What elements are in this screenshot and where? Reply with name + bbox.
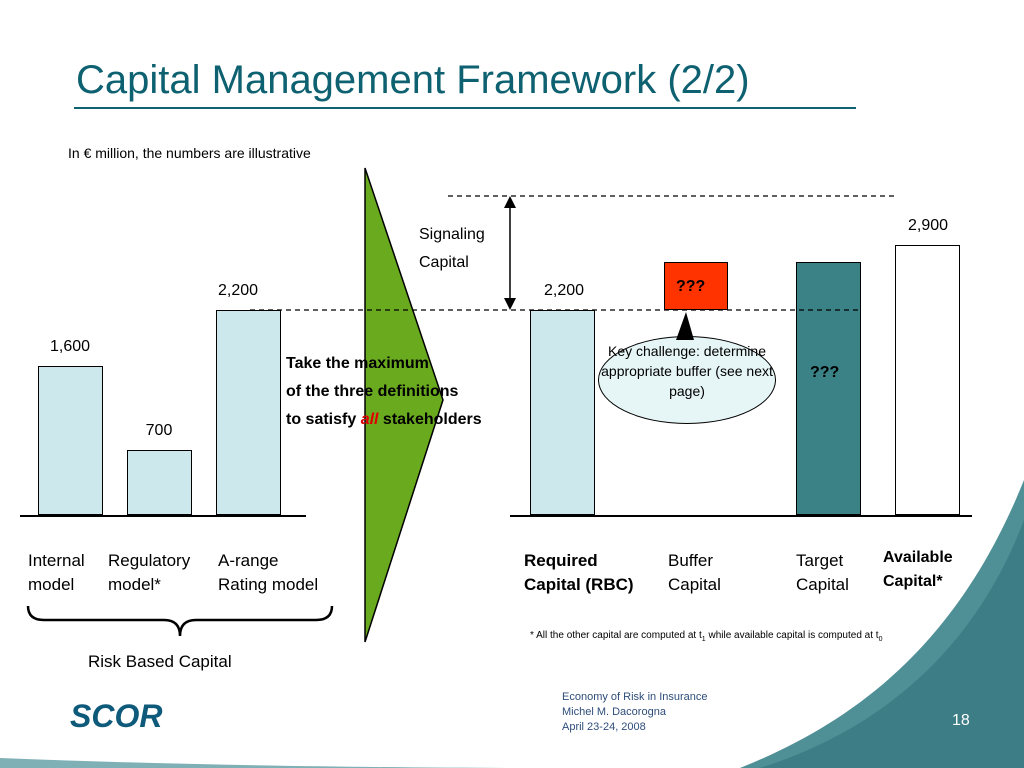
value-label-a-range: 2,200: [217, 282, 259, 299]
category-buffer-capital: Buffer Capital: [668, 549, 721, 597]
chart-subtitle: In € million, the numbers are illustrati…: [68, 145, 311, 161]
arrow-text-line3: to satisfy all stakeholders: [286, 411, 482, 429]
footnote-pre: * All the other capital are computed at …: [530, 630, 702, 641]
category-target-capital: Target Capital: [796, 549, 849, 597]
category-target-line2: Capital: [796, 575, 849, 594]
bar-regulatory-model: [127, 449, 192, 515]
footer-line1: Economy of Risk in Insurance: [562, 691, 708, 703]
key-challenge-text: Key challenge: determine appropriate buf…: [601, 343, 773, 399]
signaling-label-line1: Signaling: [419, 226, 485, 243]
bar-a-range-rating-model: [216, 310, 281, 515]
scor-logo-text: SCOR: [70, 698, 162, 734]
signaling-label-line2: Capital: [419, 254, 469, 271]
category-internal-model: Internal model: [28, 549, 85, 597]
value-label-regulatory: 700: [145, 421, 173, 439]
arrow-text-line3-pre: to satisfy: [286, 411, 361, 428]
value-label-internal: 1,600: [49, 337, 91, 355]
arrow-text-line3-post: stakeholders: [378, 411, 482, 428]
bar-internal-model: [38, 365, 103, 515]
footnote-mid: while available capital is computed at t: [705, 630, 879, 641]
category-regulatory-line1: Regulatory: [108, 551, 191, 570]
category-required-capital: Required Capital (RBC): [524, 549, 634, 597]
category-internal-line2: model: [28, 575, 75, 594]
arrow-text-line2: of the three definitions: [286, 383, 459, 400]
footer-info: Economy of Risk in Insurance Michel M. D…: [562, 690, 708, 735]
category-a-range-rating-model: A-range Rating model: [218, 549, 318, 597]
footer-line3: April 23-24, 2008: [562, 721, 646, 733]
category-a-range-line2: Rating model: [218, 575, 319, 594]
category-available-line1: Available: [883, 549, 953, 566]
category-available-capital: Available Capital*: [883, 546, 953, 594]
arrow-text-line1: Take the maximum: [286, 355, 429, 372]
category-internal-line1: Internal: [28, 551, 85, 570]
category-required-line1: Required: [524, 551, 598, 570]
bar-available-capital: [895, 244, 960, 515]
category-buffer-line1: Buffer: [668, 551, 714, 570]
footnote-sub2: 0: [878, 636, 883, 643]
group-label-risk-based-capital: Risk Based Capital: [88, 652, 232, 671]
title-underline: [74, 107, 856, 109]
footer-line2: Michel M. Dacorogna: [562, 706, 666, 718]
category-regulatory-line2: model*: [108, 575, 161, 594]
arrow-text-emphasis: all: [360, 411, 379, 428]
value-label-available: 2,900: [907, 216, 949, 234]
buffer-unknown-label: ???: [676, 278, 706, 295]
category-a-range-line1: A-range: [218, 551, 279, 570]
category-available-line2: Capital*: [883, 573, 943, 590]
bar-target-capital: [796, 262, 861, 515]
category-required-line2: Capital (RBC): [524, 575, 634, 594]
footnote: * All the other capital are computed at …: [530, 630, 882, 643]
target-unknown-label: ???: [810, 364, 840, 381]
page-title: Capital Management Framework (2/2): [76, 58, 750, 102]
category-regulatory-model: Regulatory model*: [108, 549, 190, 597]
right-baseline: [510, 515, 972, 517]
category-target-line1: Target: [796, 551, 844, 570]
buffer-unknown-box: [664, 262, 728, 310]
left-baseline: [20, 515, 306, 517]
value-label-required: 2,200: [543, 282, 585, 299]
bar-required-capital: [530, 310, 595, 515]
page-number: 18: [952, 712, 970, 729]
key-challenge-callout: [598, 336, 776, 424]
category-buffer-line2: Capital: [668, 575, 721, 594]
footnote-sub1: 1: [701, 636, 706, 643]
